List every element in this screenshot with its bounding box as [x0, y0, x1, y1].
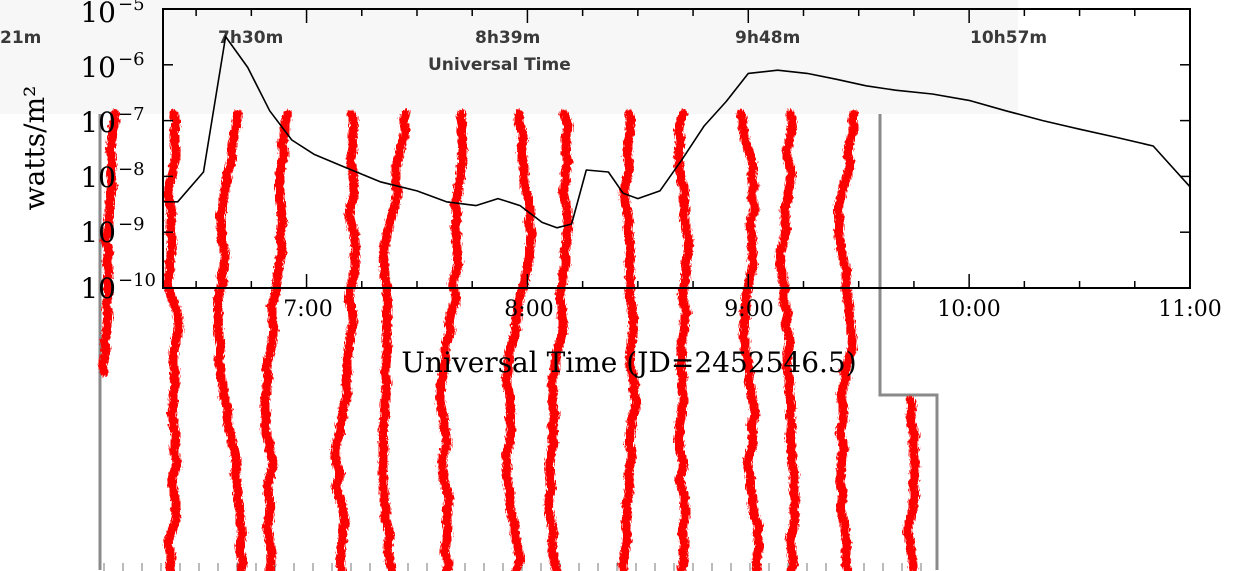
series-point	[622, 192, 624, 194]
series-point	[747, 72, 749, 74]
red-trace	[543, 109, 574, 571]
series-point	[247, 66, 249, 68]
series-point	[313, 153, 315, 155]
red-trace	[775, 109, 800, 571]
series-point	[203, 171, 205, 173]
series-point	[416, 190, 418, 192]
red-trace	[330, 109, 361, 571]
svg-text:10: 10	[80, 272, 116, 305]
background-spectrogram: 21m 7h30m 8h39m 9h48m 10h57m Universal T…	[0, 0, 1048, 571]
series-point	[269, 110, 271, 112]
series-point	[1189, 186, 1191, 188]
series-point	[519, 205, 521, 207]
series-point	[571, 223, 573, 225]
x-tick-label-9: 9:00	[724, 297, 773, 322]
x-tick-label-8: 8:00	[504, 297, 553, 322]
bg-time-label-0: 21m	[0, 28, 41, 48]
series-point	[497, 198, 499, 200]
x-tick-label-11: 11:00	[1158, 297, 1221, 322]
series-point	[225, 36, 227, 38]
svg-text:10: 10	[80, 51, 116, 84]
red-trace	[832, 109, 859, 571]
y-tick-marks	[163, 8, 1190, 289]
series-point	[1042, 120, 1044, 122]
svg-text:10: 10	[80, 161, 116, 194]
bg-time-label-3: 9h48m	[735, 28, 800, 48]
series-point	[342, 166, 344, 168]
red-trace	[736, 109, 765, 571]
svg-text:−10: −10	[118, 270, 156, 291]
y-tick-label-1e-8: 10 −8	[80, 159, 144, 194]
series-point	[725, 101, 727, 103]
series-point	[1079, 128, 1081, 130]
series-point	[556, 227, 558, 229]
red-trace	[260, 109, 293, 571]
svg-text:−7: −7	[118, 104, 145, 125]
y-tick-label-1e-5: 10 −5	[80, 0, 144, 29]
y-tick-label-1e-9: 10 −9	[80, 214, 144, 249]
background-time-axis: 21m 7h30m 8h39m 9h48m 10h57m Universal T…	[0, 28, 1047, 75]
background-top-band	[0, 0, 1018, 114]
series-point	[1152, 145, 1154, 147]
plot-frame	[162, 8, 1191, 289]
series-point	[585, 169, 587, 171]
svg-text:−8: −8	[118, 159, 145, 180]
y-tick-label-1e-10: 10 −10	[80, 270, 156, 305]
y-tick-label-1e-6: 10 −6	[80, 49, 144, 84]
svg-text:10: 10	[80, 0, 116, 29]
y-axis-label: watts/m²	[18, 86, 51, 211]
svg-text:10: 10	[80, 106, 116, 139]
series-point	[659, 190, 661, 192]
series-point	[703, 125, 705, 127]
red-trace	[162, 109, 184, 571]
svg-text:−9: −9	[118, 214, 145, 235]
bg-time-label-4: 10h57m	[970, 28, 1047, 48]
series-point	[1115, 136, 1117, 138]
svg-text:10: 10	[80, 216, 116, 249]
bg-time-title: Universal Time	[428, 55, 571, 75]
y-tick-label-1e-7: 10 −7	[80, 104, 144, 139]
x-tick-label-7: 7:00	[283, 297, 332, 322]
red-trace	[213, 109, 248, 571]
red-trace	[673, 109, 694, 571]
bg-time-label-1: 7h30m	[218, 28, 283, 48]
series-line	[163, 35, 1191, 229]
series-point	[445, 201, 447, 203]
svg-text:−5: −5	[118, 0, 145, 15]
red-trace	[435, 109, 468, 571]
x-tick-label-10: 10:00	[937, 297, 1000, 322]
x-axis-label: Universal Time (JD=2452546.5)	[401, 346, 856, 379]
svg-text:−6: −6	[118, 49, 145, 70]
x-tick-marks	[195, 9, 1191, 288]
series-point	[836, 78, 838, 80]
background-bottom-ticks	[103, 563, 922, 571]
series-point	[865, 85, 867, 87]
series-point	[291, 139, 293, 141]
series-point	[1005, 110, 1007, 112]
red-trace	[97, 109, 120, 377]
series-point	[475, 205, 477, 207]
series-point	[607, 171, 609, 173]
series-point	[895, 89, 897, 91]
series-point	[637, 198, 639, 200]
series-point	[777, 69, 779, 71]
series-point	[931, 93, 933, 95]
x-axis: 7:00 8:00 9:00 10:00 11:00 Universal Tim…	[195, 9, 1222, 379]
red-trace	[501, 109, 537, 571]
red-trace	[378, 109, 411, 571]
series-point	[681, 159, 683, 161]
bg-time-label-2: 8h39m	[475, 28, 540, 48]
red-trace-group	[97, 109, 921, 571]
series-point	[162, 201, 164, 203]
series-point	[806, 72, 808, 74]
series-point	[968, 99, 970, 101]
series-point	[177, 201, 179, 203]
series-point	[379, 181, 381, 183]
y-axis: 10 −5 10 −6 10 −7 10 −8 10 −9 10 −10 wat…	[18, 0, 1190, 305]
red-trace	[618, 109, 642, 571]
red-trace	[902, 395, 921, 571]
series-point	[541, 221, 543, 223]
